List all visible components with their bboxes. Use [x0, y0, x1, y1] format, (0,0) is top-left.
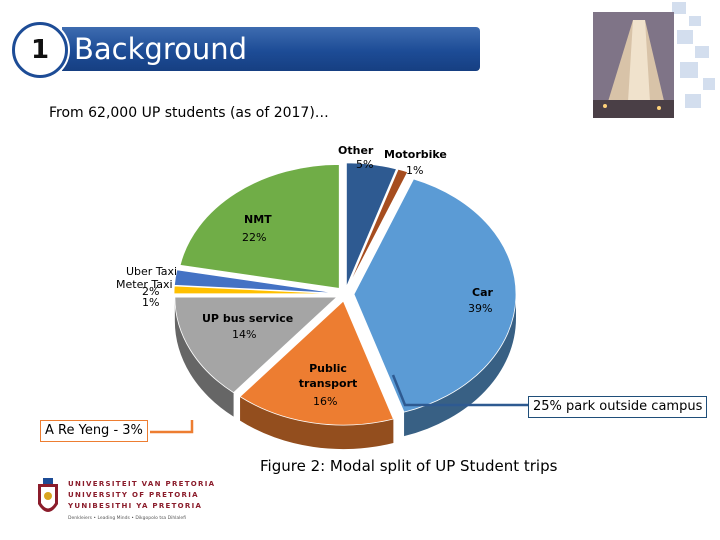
pie-side-car [404, 294, 516, 437]
label-other-pct: 5% [356, 158, 374, 171]
label-uber-taxi-name: Uber Taxi [126, 265, 178, 278]
label-other-name: Other [338, 144, 374, 157]
section-number-badge: 1 [12, 22, 68, 78]
label-up-bus-name: UP bus service [202, 312, 294, 325]
logo-line-2: UNIVERSITY OF PRETORIA [68, 491, 199, 499]
pie-slice-meter-taxi [173, 285, 337, 295]
label-up-bus-pct: 14% [232, 328, 257, 341]
label-uber-taxi-pct: 2% [142, 285, 160, 298]
pie-slice-motorbike [347, 168, 409, 288]
slide-title: Background [74, 32, 248, 66]
logo-line-3: YUNIBESITHI YA PRETORIA [68, 502, 203, 510]
label-car-name: Car [472, 286, 493, 299]
university-logo: UNIVERSITEIT VAN PRETORIA UNIVERSITY OF … [34, 474, 214, 526]
crest-icon [38, 478, 58, 512]
pie-depth-layer [174, 294, 516, 450]
building-photo [593, 12, 674, 118]
label-nmt-pct: 22% [242, 231, 267, 244]
callout-park-outside: 25% park outside campus [528, 396, 708, 418]
label-motorbike-pct: 1% [406, 164, 424, 177]
label-car-pct: 39% [468, 302, 493, 315]
label-meter-taxi-pct: 1% [142, 296, 160, 309]
pie-slice-public-transport [239, 300, 394, 426]
pie-side-up-bus-service [174, 297, 234, 417]
figure-caption: Figure 2: Modal split of UP Student trip… [260, 457, 558, 475]
callout-a-re-yeng: A Re Yeng - 3% [40, 420, 148, 442]
label-meter-taxi-name: Meter Taxi [116, 278, 173, 291]
label-motorbike-name: Motorbike [384, 148, 447, 161]
decorative-grid [585, 0, 720, 118]
pie-slice-nmt [179, 164, 340, 289]
label-public-transport-pct: 16% [313, 395, 338, 408]
label-public-transport-name: Public transport [298, 362, 358, 390]
pie-top-layer [173, 162, 517, 426]
pie-slice-other [346, 162, 398, 288]
logo-line-1: UNIVERSITEIT VAN PRETORIA [68, 480, 216, 488]
callout-connector-right [391, 374, 528, 407]
pie-slice-car [353, 178, 517, 413]
intro-text: From 62,000 UP students (as of 2017)… [49, 105, 329, 121]
pie-slice-up-bus-service [174, 296, 338, 394]
logo-tagline: Denkleiers • Leading Minds • Dikgopolo t… [68, 516, 187, 521]
label-nmt-name: NMT [244, 213, 272, 226]
pie-side-public-transport [240, 396, 394, 450]
callout-connector-left [150, 420, 194, 434]
pie-slice-uber-taxi [173, 269, 337, 294]
title-bar [62, 27, 480, 71]
